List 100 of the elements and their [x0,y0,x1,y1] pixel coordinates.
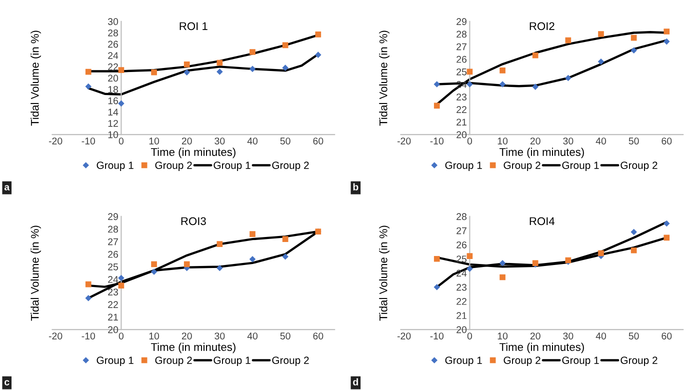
y-tick-label: 24 [108,52,118,59]
x-tick-label: -20 [48,332,62,340]
chart-title: ROI3 [181,217,206,226]
y-tick-label: 22 [456,106,466,113]
x-tick-label: 20 [530,138,540,144]
text: a [4,185,10,190]
x-tick-label: 0 [467,138,472,144]
y-tick-label: 16 [108,97,118,104]
y-tick-label: 28 [108,29,118,36]
y-tick-label: 29 [108,213,118,220]
x-tick-label: -10 [82,332,96,340]
y-tick-label: 28 [456,30,467,38]
x-axis-title: Time (in minutes) [150,342,236,354]
y-tick-label: 25 [108,263,118,270]
y-tick-label: 25 [456,256,467,262]
y-tick-label: 28 [456,213,467,220]
legend-label: Group 1 [96,356,134,366]
y-tick-label: 26 [456,56,466,63]
text: b [353,183,358,190]
legend-label: Group 1 [445,356,482,366]
x-tick-label: 60 [313,332,324,340]
y-tick-label: 29 [456,18,466,26]
y-axis-title: Tidal Volume (in %) [379,226,390,321]
y-tick-label: 14 [108,108,118,116]
x-tick-label: -20 [397,138,411,144]
legend-label: Group 1 [214,356,250,366]
x-tick-label: 20 [530,332,540,340]
y-tick-label: 20 [108,326,118,334]
x-tick-label: 10 [498,332,508,340]
y-tick-label: 24 [108,276,118,283]
y-tick-label: 26 [108,250,118,258]
y-tick-label: 23 [108,288,118,296]
chart-title: ROI2 [530,22,554,30]
x-tick-label: 0 [118,332,124,340]
legend-label: Group 1 [445,162,482,172]
text: d [353,378,358,386]
y-tick-label: 10 [108,131,118,138]
y-tick-label: 21 [456,118,466,126]
y-tick-label: 18 [108,86,118,93]
y-tick-label: 20 [108,74,118,82]
legend-label: Group 1 [562,162,599,172]
legend-label: Group 2 [272,356,309,366]
x-tick-label: -10 [430,138,444,144]
x-tick-label: 20 [182,138,192,144]
y-tick-label: 20 [456,326,467,334]
x-axis-title: Time (in minutes) [150,148,236,158]
y-tick-label: 28 [108,226,118,233]
y-tick-label: 20 [456,131,467,138]
x-tick-label: 0 [467,332,472,340]
y-tick-label: 21 [108,314,118,321]
legend-label: Group 1 [96,162,134,172]
legend-label: Group 2 [620,162,658,172]
x-tick-label: 50 [280,138,290,144]
x-tick-label: 40 [247,332,258,340]
y-tick-label: 21 [456,312,466,319]
y-tick-label: 22 [108,301,118,308]
x-tick-label: 40 [596,332,606,340]
x-axis-title: Time (in minutes) [499,342,584,354]
x-tick-label: 60 [662,332,672,340]
y-axis-title: Tidal Volume (in %) [379,30,390,126]
x-tick-label: 50 [280,332,290,340]
y-tick-label: 30 [108,18,118,26]
y-tick-label: 22 [456,298,466,305]
x-tick-label: -20 [48,138,62,144]
x-tick-label: 10 [149,332,160,340]
x-tick-label: 40 [596,138,606,144]
y-axis-title: Tidal Volume (in %) [30,30,41,126]
x-tick-label: 0 [118,138,124,144]
x-tick-label: 30 [563,332,574,340]
x-tick-label: 10 [149,138,160,144]
y-tick-label: 12 [108,120,118,127]
y-tick-label: 23 [456,284,466,291]
legend-label: Group 1 [562,356,599,366]
x-tick-label: 50 [628,138,639,144]
y-tick-label: 24 [456,270,467,277]
chart-title: ROI4 [530,217,555,226]
y-tick-label: 26 [456,241,466,248]
chart-title: ROI 1 [180,22,208,30]
text: c [4,380,10,386]
y-tick-label: 25 [456,68,467,76]
legend-label: Group 2 [155,356,192,366]
y-axis-title: Tidal Volume (in %) [30,226,41,321]
y-tick-label: 27 [456,43,466,50]
x-tick-label: 30 [563,138,574,144]
x-tick-label: -10 [82,138,96,144]
legend-label: Group 2 [155,162,192,172]
x-tick-label: 50 [628,332,639,340]
legend-label: Group 2 [272,162,309,172]
legend-label: Group 2 [504,162,540,172]
y-tick-label: 27 [456,227,466,234]
x-tick-label: 10 [498,138,508,144]
x-tick-label: 20 [182,332,192,340]
x-tick-label: 60 [313,138,324,144]
x-tick-label: 40 [247,138,258,144]
x-tick-label: 30 [214,138,225,144]
y-tick-label: 26 [108,40,118,48]
legend-label: Group 2 [504,356,540,366]
x-axis-title: Time (in minutes) [499,148,584,158]
x-tick-label: -10 [430,332,444,340]
legend-label: Group 2 [620,356,658,366]
